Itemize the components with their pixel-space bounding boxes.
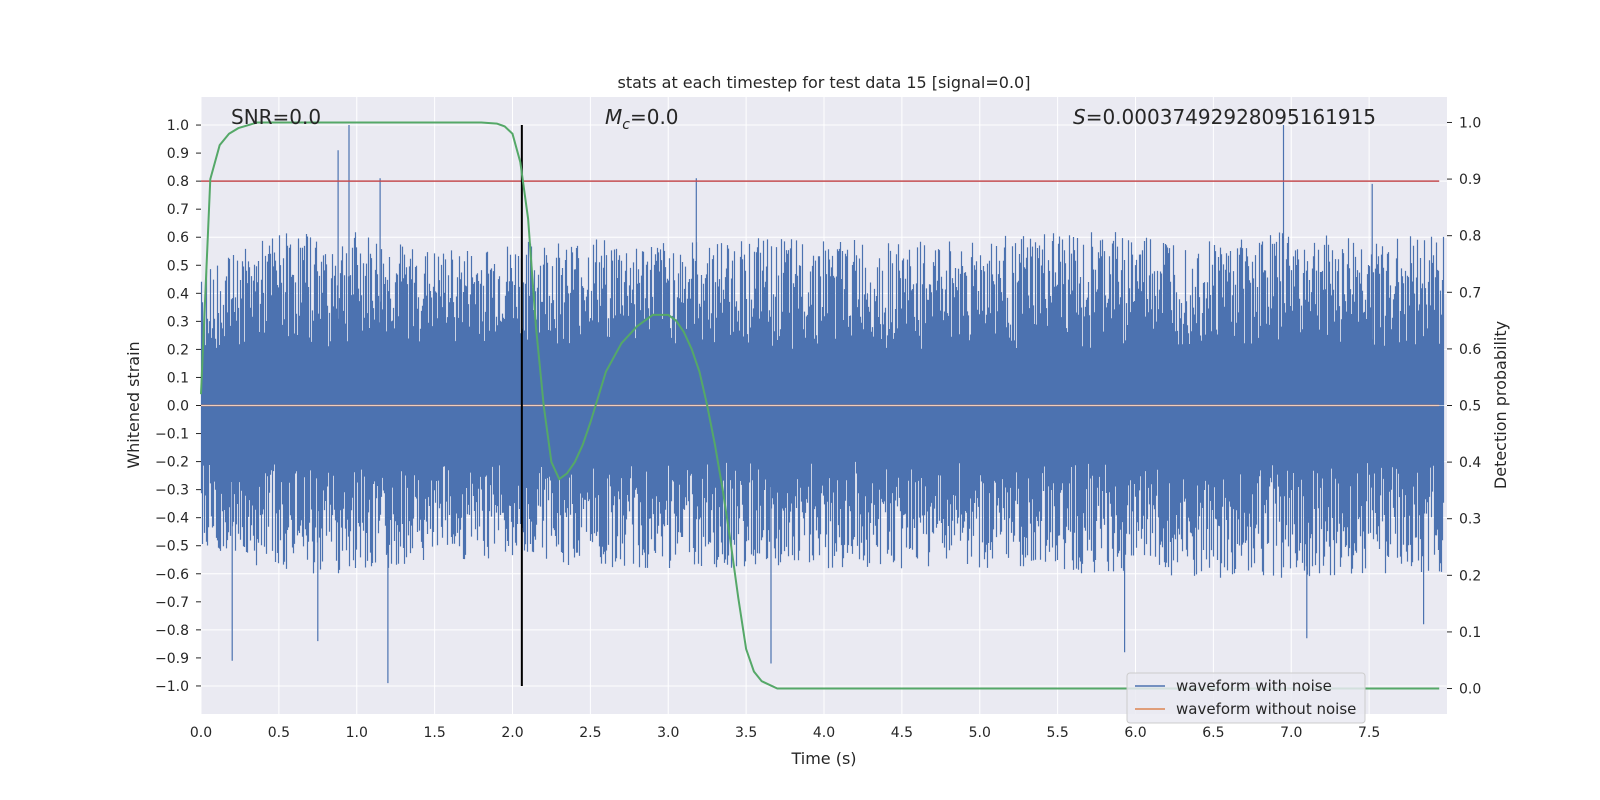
y2-axis-ticks: 1.0 0.9 0.8 0.7 0.6 0.5 0.4 0.3 0.2 0.1 0.0 (1447, 115, 1481, 698)
y-tick-label: 0.6 (167, 230, 189, 246)
x-tick-label: 0.0 (190, 725, 212, 741)
y2-tick-label: 0.1 (1459, 625, 1481, 641)
x-tick-label: 4.0 (813, 725, 835, 741)
y2-tick-label: 0.8 (1459, 229, 1481, 245)
legend-label-clean: waveform without noise (1176, 700, 1356, 718)
y-tick-label: 0.4 (167, 286, 189, 302)
y2-tick-label: 0.4 (1459, 455, 1481, 471)
x-tick-label: 3.5 (735, 725, 757, 741)
x-axis-ticks: 0.0 0.5 1.0 1.5 2.0 2.5 3.0 3.5 4.0 4.5 5.0 5.5 6.0 6… (190, 725, 1380, 741)
y-tick-label: 0.2 (167, 342, 189, 358)
y-tick-label: −0.8 (155, 623, 189, 639)
y2-tick-label: 0.2 (1459, 568, 1481, 584)
y-axis-ticks: 1.0 0.9 0.8 0.7 0.6 0.5 0.4 0.3 0.2 0.1 0.0 −0.1 −0.… (155, 118, 201, 695)
y2-tick-label: 0.3 (1459, 512, 1481, 528)
series-detection-probability (200, 121, 1440, 690)
y2-tick-label: 0.9 (1459, 172, 1481, 188)
y-tick-label: −0.9 (155, 651, 189, 667)
s-symbol: S (1073, 105, 1086, 129)
x-tick-label: 5.5 (1046, 725, 1068, 741)
reference-lines (201, 125, 1440, 686)
x-tick-label: 2.5 (579, 725, 601, 741)
y2-axis-label: Detection probability (1491, 321, 1510, 489)
x-tick-label: 7.0 (1280, 725, 1302, 741)
x-axis-label: Time (s) (790, 749, 856, 768)
s-annotation: S=0.00037492928095161915 (1073, 105, 1376, 129)
y2-tick-label: 0.7 (1459, 285, 1481, 301)
y-tick-label: −0.1 (155, 427, 189, 443)
y2-tick-label: 0.5 (1459, 399, 1481, 415)
x-tick-label: 4.5 (891, 725, 913, 741)
chart-title: stats at each timestep for test data 15 … (618, 73, 1031, 92)
y2-tick-label: 0.0 (1459, 682, 1481, 698)
y2-tick-label: 0.6 (1459, 342, 1481, 358)
chirp-mass-value: =0.0 (630, 105, 679, 129)
y-tick-label: 0.7 (167, 202, 189, 218)
y-tick-label: 0.5 (167, 258, 189, 274)
y-tick-label: −0.4 (155, 511, 189, 527)
x-tick-label: 2.0 (501, 725, 523, 741)
x-tick-label: 7.5 (1358, 725, 1380, 741)
y-tick-label: 0.1 (167, 370, 189, 386)
chirp-mass-symbol: M (605, 105, 622, 129)
s-value: =0.00037492928095161915 (1086, 105, 1376, 129)
y2-tick-label: 1.0 (1459, 115, 1481, 131)
y-tick-label: 0.3 (167, 314, 189, 330)
x-tick-label: 6.5 (1202, 725, 1224, 741)
x-tick-label: 5.0 (969, 725, 991, 741)
y-tick-label: −0.2 (155, 455, 189, 471)
y-tick-label: 0.9 (167, 146, 189, 162)
snr-annotation: SNR=0.0 (231, 105, 321, 129)
legend: waveform with noise waveform without noi… (1126, 672, 1366, 724)
x-tick-label: 1.0 (346, 725, 368, 741)
chirp-mass-subscript: c (622, 117, 630, 133)
chirp-mass-annotation: Mc=0.0 (605, 105, 679, 133)
y-tick-label: −1.0 (155, 679, 189, 695)
y-axis-label: Whitened strain (124, 341, 143, 468)
probability-line (200, 121, 1440, 690)
x-tick-label: 3.0 (657, 725, 679, 741)
y-tick-label: 0.8 (167, 174, 189, 190)
x-tick-label: 1.5 (423, 725, 445, 741)
x-tick-label: 6.0 (1124, 725, 1146, 741)
y-tick-label: 1.0 (167, 118, 189, 134)
legend-label-noise: waveform with noise (1176, 677, 1332, 695)
y-tick-label: 0.0 (167, 399, 189, 415)
legend-box (1126, 672, 1366, 724)
x-tick-label: 0.5 (268, 725, 290, 741)
y-tick-label: −0.3 (155, 483, 189, 499)
y-tick-label: −0.6 (155, 567, 189, 583)
y-tick-label: −0.5 (155, 539, 189, 555)
y-tick-label: −0.7 (155, 595, 189, 611)
